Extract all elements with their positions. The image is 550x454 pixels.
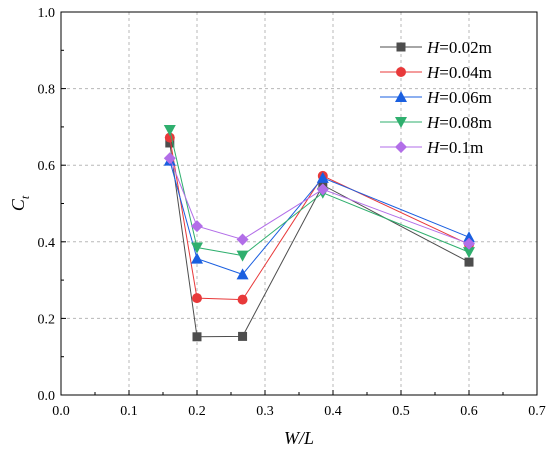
x-tick-label: 0.3 (256, 404, 274, 419)
series-5 (163, 152, 475, 250)
legend-item: H=0.04m (380, 63, 492, 82)
data-point (191, 252, 203, 264)
legend-marker (396, 42, 406, 52)
y-tick-label: 1.0 (38, 6, 56, 21)
data-point (236, 250, 249, 262)
x-tick-label: 0.2 (188, 404, 206, 419)
x-axis-label: W/L (284, 428, 314, 448)
data-point (238, 331, 248, 341)
series-layer (163, 124, 475, 342)
series-line (169, 158, 470, 245)
data-point (463, 247, 475, 259)
legend-item: H=0.1m (380, 138, 483, 157)
legend-label: H=0.06m (426, 88, 492, 107)
data-point (163, 152, 176, 165)
x-tick-label: 0.4 (324, 404, 342, 419)
y-tick-label: 0.6 (38, 159, 56, 174)
svg-text:Ct: Ct (8, 195, 32, 211)
legend: H=0.02m H=0.04m H=0.06m H=0.08m H=0.1m (380, 38, 492, 157)
data-point (191, 220, 203, 233)
x-tick-label: 0.5 (392, 404, 410, 419)
data-point (316, 183, 329, 196)
data-point (464, 257, 474, 267)
series-2 (164, 132, 474, 305)
y-tick-label: 0.8 (38, 83, 56, 98)
data-point (236, 233, 249, 246)
legend-label: H=0.04m (426, 63, 492, 82)
data-point (191, 242, 203, 254)
data-point (237, 294, 248, 305)
series-1 (165, 138, 474, 342)
x-tick-label: 0.1 (120, 404, 138, 419)
legend-marker (395, 117, 407, 128)
x-tick-label: 0.7 (528, 404, 546, 419)
y-axis-label: Ct (8, 195, 32, 211)
series-line (169, 129, 470, 257)
y-axis-label-sub: t (18, 195, 32, 199)
legend-label: H=0.02m (426, 38, 492, 57)
data-point (463, 231, 475, 243)
legend-item: H=0.08m (380, 113, 492, 132)
legend-label: H=0.1m (426, 138, 483, 157)
data-point (316, 171, 329, 183)
x-tick-label: 0.6 (460, 404, 478, 419)
legend-marker (396, 67, 406, 77)
y-axis-label-main: C (8, 198, 28, 211)
legend-marker (395, 91, 407, 102)
legend-item: H=0.06m (380, 88, 492, 107)
y-tick-label: 0.2 (38, 312, 56, 327)
data-point (163, 124, 176, 136)
legend-marker (395, 141, 407, 153)
y-tick-label: 0.0 (38, 389, 56, 404)
data-point (236, 268, 249, 280)
axis-ticks: 0.0 0.1 0.2 0.3 0.4 0.5 0.6 0.7 0.0 0.2 0.4 0.6 0.8 1… (38, 6, 546, 419)
data-point (463, 237, 475, 250)
legend-label: H=0.08m (426, 113, 492, 132)
grid-lines (61, 12, 537, 395)
series-line (169, 142, 470, 338)
y-tick-label: 0.4 (38, 236, 56, 251)
x-tick-label: 0.0 (52, 404, 70, 419)
data-point (192, 293, 202, 304)
data-point (165, 138, 175, 148)
data-point (192, 332, 202, 342)
legend-item: H=0.02m (380, 38, 492, 57)
